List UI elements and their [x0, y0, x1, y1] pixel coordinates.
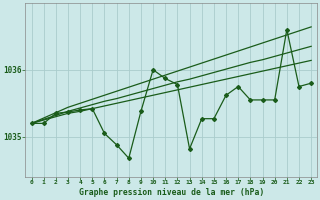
- X-axis label: Graphe pression niveau de la mer (hPa): Graphe pression niveau de la mer (hPa): [79, 188, 264, 197]
